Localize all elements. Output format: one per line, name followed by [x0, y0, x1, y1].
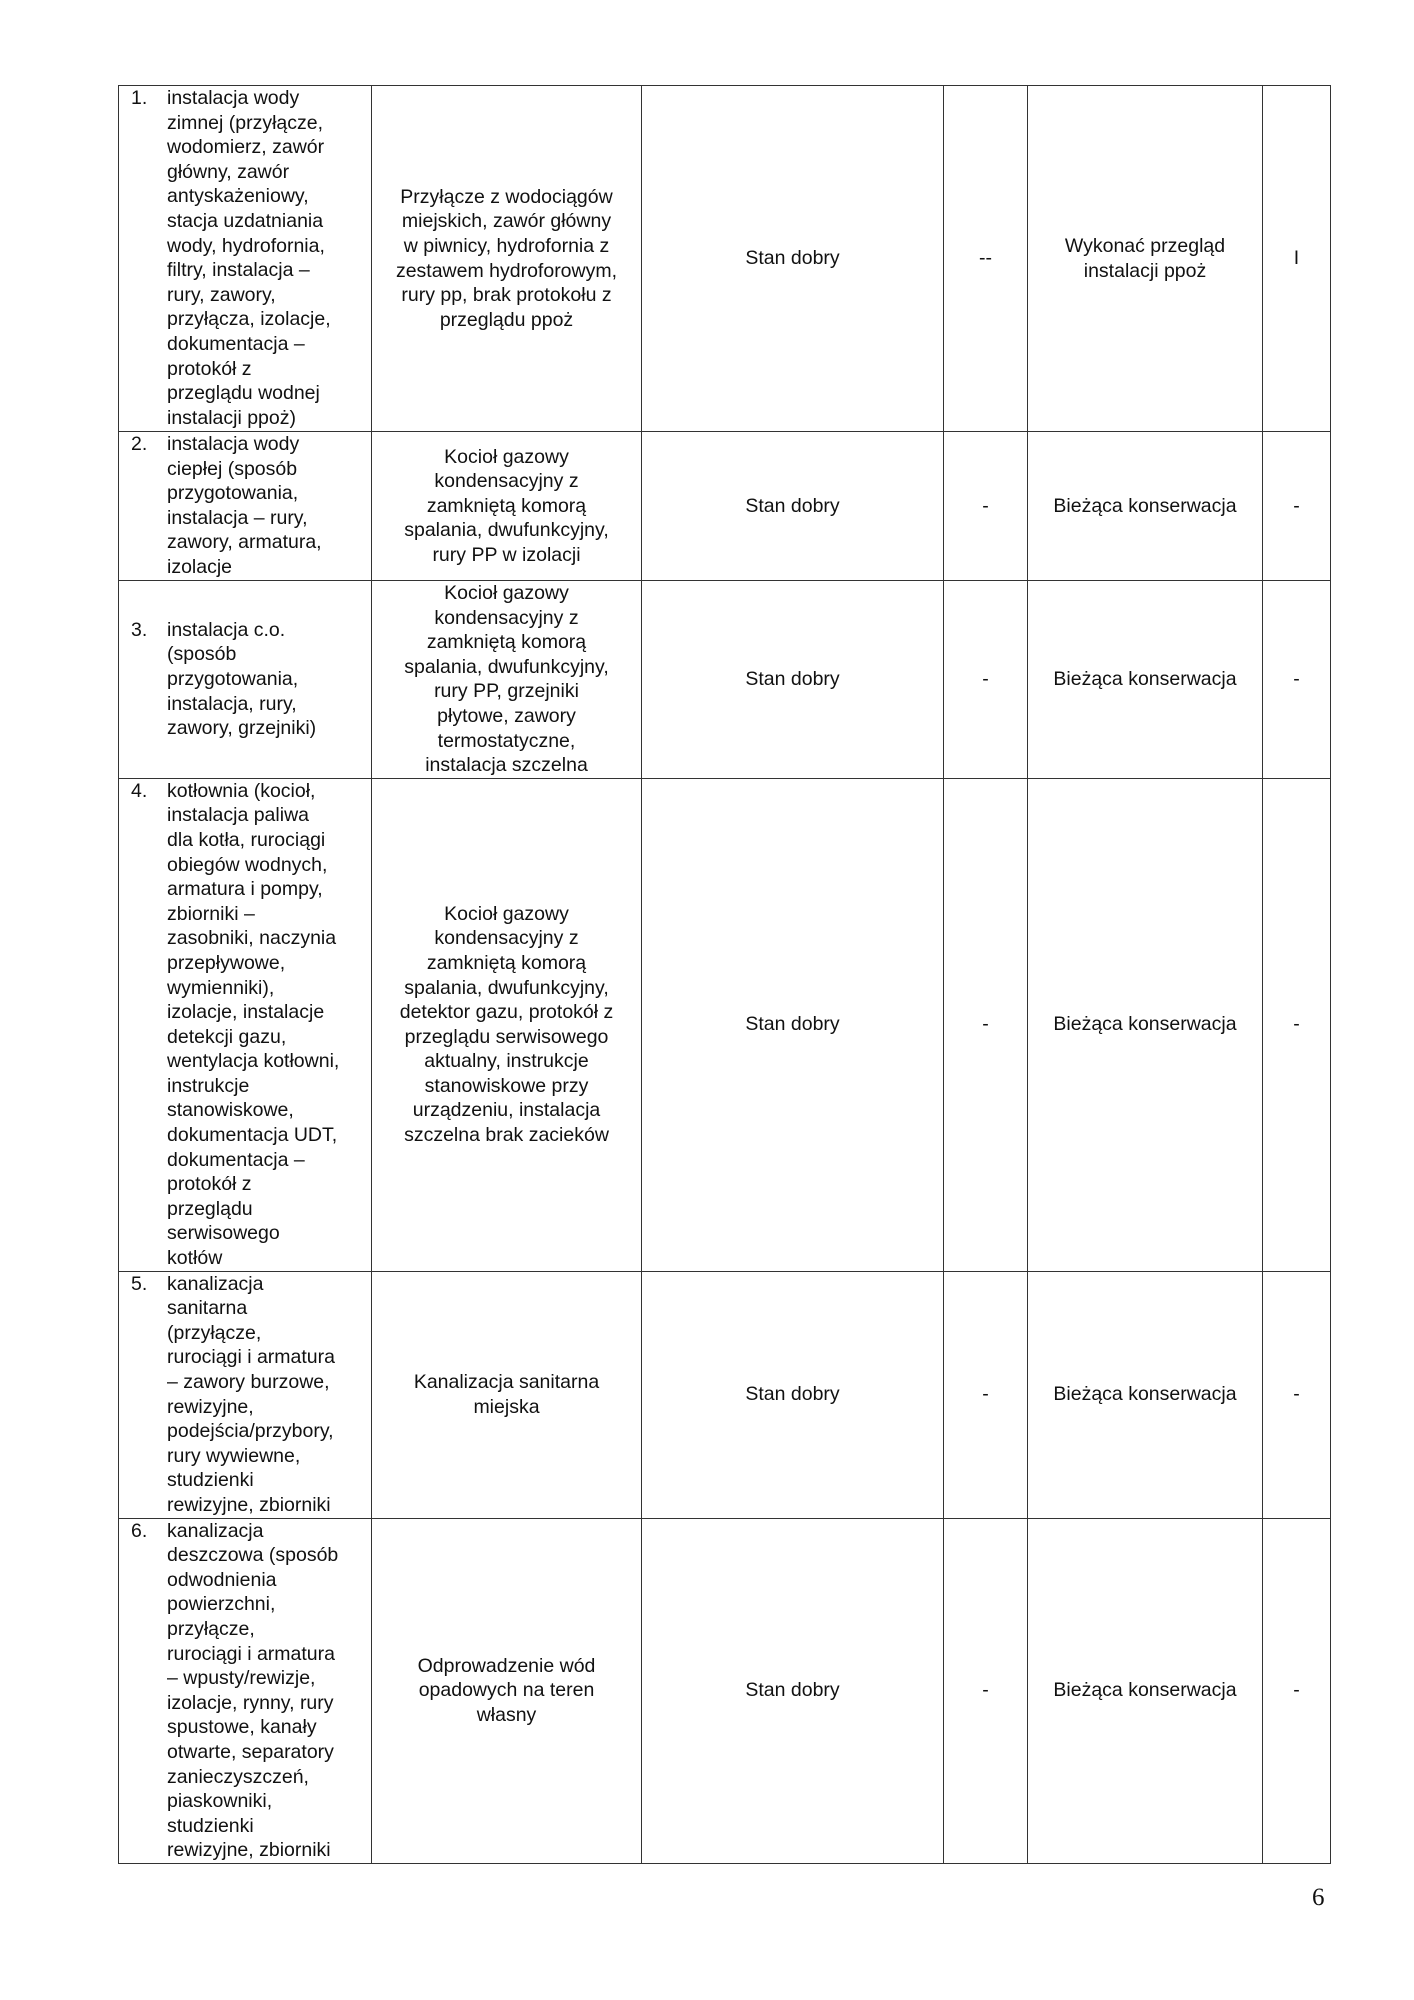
- column4-cell: -: [943, 1517, 1028, 1864]
- condition-cell: Stan dobry: [641, 580, 944, 779]
- element-name: instalacja wody zimnej (przyłącze, wodom…: [167, 87, 331, 429]
- description-cell: Odprowadzenie wód opadowych na teren wła…: [371, 1517, 642, 1864]
- column4-cell: --: [943, 85, 1028, 432]
- priority-cell: -: [1262, 431, 1331, 581]
- condition-cell: Stan dobry: [641, 1517, 944, 1864]
- description-cell: Kanalizacja sanitarna miejska: [371, 1270, 642, 1519]
- description-cell: Kocioł gazowy kondensacyjny z zamkniętą …: [371, 431, 642, 581]
- priority-cell: -: [1262, 1270, 1331, 1519]
- row-number: 5.: [131, 1272, 148, 1295]
- recommendation-cell: Bieżąca konserwacja: [1027, 777, 1263, 1272]
- element-name: instalacja c.o. (sposób przygotowania, i…: [167, 618, 317, 740]
- element-name: instalacja wody ciepłej (sposób przygoto…: [167, 433, 322, 578]
- row-number: 3.: [131, 618, 148, 641]
- table-row: 2. instalacja wody ciepłej (sposób przygo…: [118, 431, 1331, 581]
- column4-cell: -: [943, 777, 1028, 1272]
- description-cell: Przyłącze z wodociągów miejskich, zawór …: [371, 85, 642, 432]
- element-name: kanalizacja deszczowa (sposób odwodnieni…: [167, 1519, 339, 1862]
- table-row: 3. instalacja c.o. (sposób przygotowania,…: [118, 580, 1331, 779]
- priority-cell: -: [1262, 1517, 1331, 1864]
- table-row: 1. instalacja wody zimnej (przyłącze, wod…: [118, 85, 1331, 432]
- table-row: 6. kanalizacja deszczowa (sposób odwodnie…: [118, 1517, 1331, 1864]
- row-number: 4.: [131, 779, 148, 802]
- element-cell: 4. kotłownia (kocioł, instalacja paliwa d…: [118, 777, 372, 1272]
- condition-cell: Stan dobry: [641, 1270, 944, 1519]
- table-row: 4. kotłownia (kocioł, instalacja paliwa d…: [118, 777, 1331, 1272]
- column4-cell: -: [943, 431, 1028, 581]
- recommendation-cell: Bieżąca konserwacja: [1027, 431, 1263, 581]
- condition-cell: Stan dobry: [641, 777, 944, 1272]
- inspection-table: 1. instalacja wody zimnej (przyłącze, wod…: [118, 85, 1331, 1864]
- column4-cell: -: [943, 1270, 1028, 1519]
- element-cell: 3. instalacja c.o. (sposób przygotowania,…: [118, 580, 372, 779]
- condition-cell: Stan dobry: [641, 85, 944, 432]
- row-number: 6.: [131, 1519, 148, 1542]
- element-cell: 1. instalacja wody zimnej (przyłącze, wod…: [118, 85, 372, 432]
- recommendation-cell: Bieżąca konserwacja: [1027, 1270, 1263, 1519]
- table-row: 5. kanalizacja sanitarna (przyłącze, ruro…: [118, 1270, 1331, 1519]
- priority-cell: I: [1262, 85, 1331, 432]
- description-cell: Kocioł gazowy kondensacyjny z zamkniętą …: [371, 777, 642, 1272]
- element-name: kotłownia (kocioł, instalacja paliwa dla…: [167, 779, 340, 1270]
- element-name: kanalizacja sanitarna (przyłącze, ruroci…: [167, 1272, 335, 1516]
- element-cell: 2. instalacja wody ciepłej (sposób przygo…: [118, 431, 372, 581]
- recommendation-cell: Bieżąca konserwacja: [1027, 580, 1263, 779]
- recommendation-cell: Bieżąca konserwacja: [1027, 1517, 1263, 1864]
- element-cell: 5. kanalizacja sanitarna (przyłącze, ruro…: [118, 1270, 372, 1519]
- column4-cell: -: [943, 580, 1028, 779]
- recommendation-cell: Wykonać przegląd instalacji ppoż: [1027, 85, 1263, 432]
- description-cell: Kocioł gazowy kondensacyjny z zamkniętą …: [371, 580, 642, 779]
- priority-cell: -: [1262, 777, 1331, 1272]
- priority-cell: -: [1262, 580, 1331, 779]
- row-number: 2.: [131, 433, 148, 455]
- row-number: 1.: [131, 87, 148, 109]
- condition-cell: Stan dobry: [641, 431, 944, 581]
- element-cell: 6. kanalizacja deszczowa (sposób odwodnie…: [118, 1517, 372, 1864]
- page-number: 6: [1312, 1884, 1325, 1911]
